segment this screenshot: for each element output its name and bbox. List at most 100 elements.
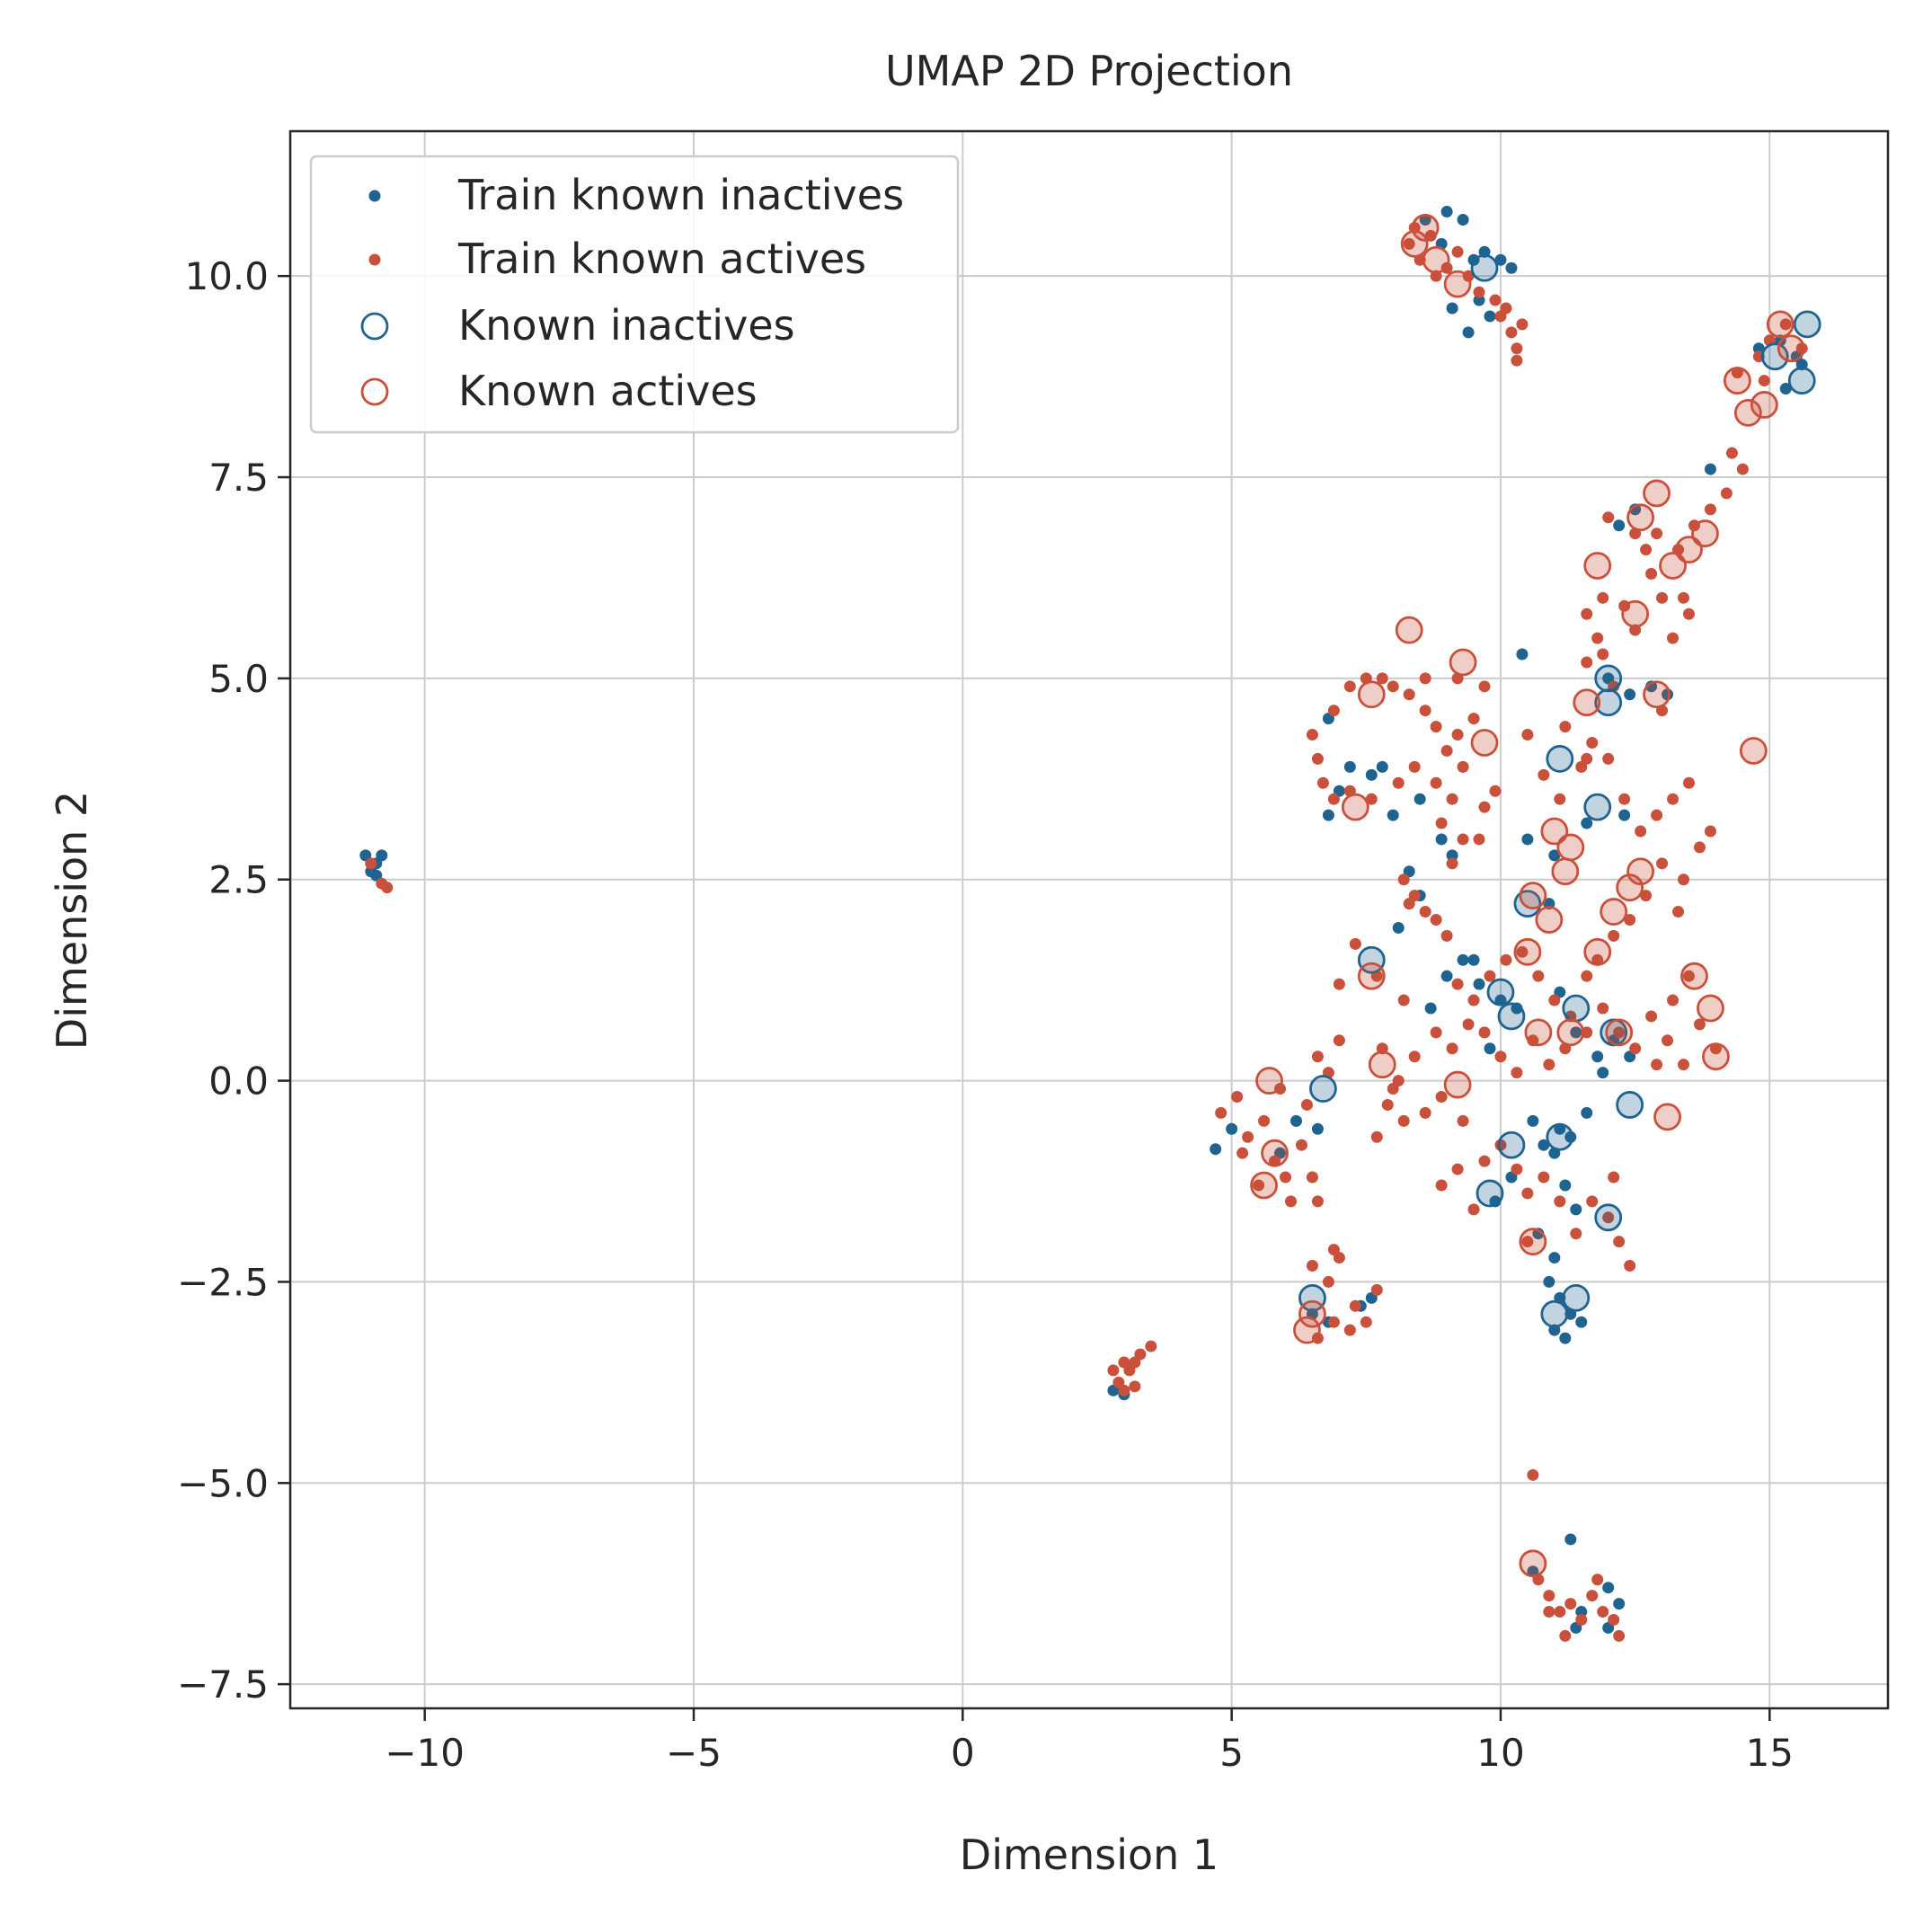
legend-label-known-actives: Known actives <box>458 367 758 415</box>
data-point <box>1261 1139 1289 1167</box>
data-point <box>1532 970 1545 982</box>
data-point <box>1236 1147 1249 1159</box>
data-point <box>1449 648 1477 677</box>
data-point <box>1250 1171 1278 1200</box>
data-point <box>1621 599 1650 628</box>
data-point <box>1702 1042 1730 1071</box>
data-point <box>1403 688 1415 701</box>
data-point <box>1543 1606 1555 1618</box>
data-point <box>1284 1195 1297 1208</box>
data-point <box>1667 793 1679 805</box>
data-point <box>1659 552 1687 580</box>
data-point <box>1591 1051 1604 1063</box>
data-point <box>1341 793 1369 821</box>
data-point <box>1758 375 1770 387</box>
data-point <box>1581 970 1593 982</box>
data-point <box>1435 817 1448 829</box>
data-point <box>1678 873 1690 886</box>
data-point <box>376 849 388 862</box>
data-point <box>1403 898 1415 910</box>
data-point <box>1333 978 1345 990</box>
data-point <box>1289 1114 1302 1127</box>
data-point <box>1511 1067 1523 1079</box>
data-point <box>1451 1163 1464 1175</box>
data-point <box>1419 672 1431 685</box>
data-point <box>1419 213 1431 226</box>
data-point <box>1564 1598 1577 1610</box>
y-axis-label: Dimension 2 <box>48 791 96 1050</box>
data-point <box>1554 793 1566 805</box>
data-point <box>1575 1606 1588 1618</box>
data-point <box>1586 737 1599 749</box>
data-point <box>1370 1283 1383 1296</box>
data-point <box>1295 1139 1307 1151</box>
x-tick-label: 0 <box>951 1731 975 1775</box>
data-point <box>1682 607 1695 620</box>
data-point <box>1397 873 1410 886</box>
data-point <box>1656 591 1669 604</box>
y-tick-label: 10.0 <box>184 254 269 298</box>
data-point <box>1440 744 1453 757</box>
data-point <box>1643 680 1671 709</box>
data-point <box>1602 1211 1615 1224</box>
data-point <box>1457 833 1469 846</box>
data-point <box>1408 760 1421 773</box>
y-tick-label: 5.0 <box>208 657 269 701</box>
y-tick-label: −2.5 <box>177 1260 269 1304</box>
data-point <box>1586 1195 1599 1208</box>
data-point <box>1118 1384 1130 1396</box>
data-point <box>1311 1051 1324 1063</box>
data-point <box>1443 1070 1472 1099</box>
data-point <box>1556 833 1585 862</box>
data-point <box>1451 245 1464 258</box>
data-point <box>1570 1228 1582 1240</box>
data-point <box>1451 978 1464 990</box>
data-point <box>1678 591 1690 604</box>
data-point <box>1497 1130 1526 1159</box>
data-point <box>1597 1067 1609 1079</box>
data-point <box>1581 656 1593 669</box>
x-tick-label: 10 <box>1476 1731 1524 1775</box>
data-point <box>1624 688 1636 701</box>
data-point <box>1543 1590 1555 1602</box>
data-point <box>1766 310 1795 339</box>
data-point <box>1538 1171 1550 1184</box>
data-point <box>1446 793 1458 805</box>
series-1 <box>365 221 1808 1642</box>
data-point <box>1242 1130 1254 1143</box>
series-3 <box>1250 214 1805 1578</box>
x-tick-label: −10 <box>385 1731 465 1775</box>
data-point <box>1725 447 1738 459</box>
data-point <box>1306 729 1318 741</box>
data-point <box>1365 768 1378 781</box>
data-point <box>1484 970 1496 982</box>
data-point <box>1368 1051 1396 1079</box>
data-point <box>1333 1034 1345 1047</box>
data-point <box>1602 752 1615 765</box>
data-point <box>1691 519 1719 548</box>
data-point <box>1548 849 1561 862</box>
data-point <box>1446 849 1458 862</box>
data-point <box>1387 680 1399 693</box>
data-point <box>1516 648 1529 661</box>
data-point <box>1608 1171 1620 1184</box>
data-point <box>1597 591 1609 604</box>
data-point <box>1586 1590 1599 1602</box>
data-point <box>1739 737 1768 765</box>
x-tick-label: 5 <box>1219 1731 1244 1775</box>
data-point <box>1215 1106 1227 1119</box>
data-point <box>1750 391 1778 419</box>
data-point <box>1451 729 1464 741</box>
data-point <box>1395 616 1423 644</box>
data-point <box>1602 511 1615 524</box>
data-point <box>1795 342 1808 355</box>
data-point <box>1327 793 1340 805</box>
data-point <box>1643 479 1671 508</box>
data-point <box>1293 1316 1321 1344</box>
data-point <box>1575 1316 1588 1328</box>
data-point <box>1411 214 1440 242</box>
data-point <box>1704 463 1716 475</box>
data-point <box>1594 1203 1623 1232</box>
data-point <box>1467 953 1480 966</box>
